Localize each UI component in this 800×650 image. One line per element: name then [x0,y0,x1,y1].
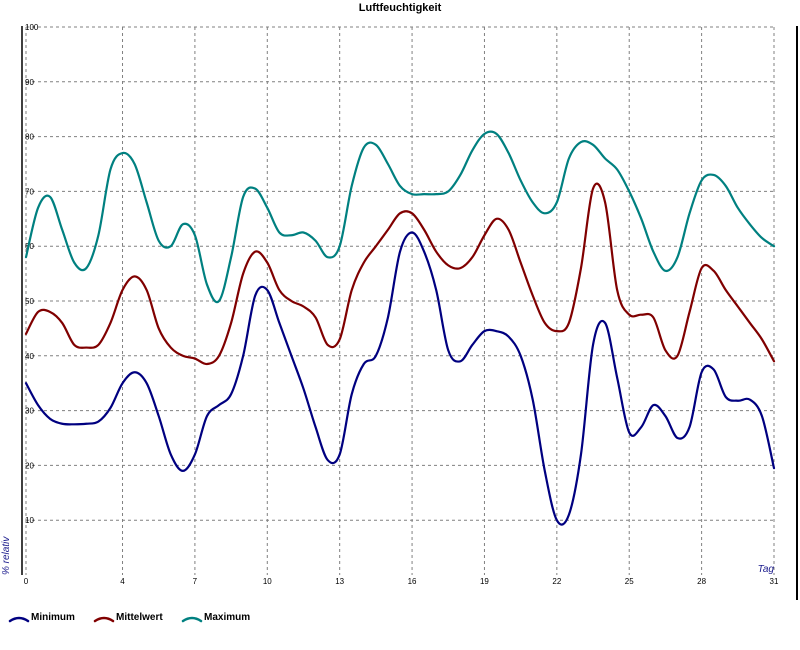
grid [25,26,775,575]
legend-label-maximum: Maximum [204,612,250,623]
legend-swatch-minimum [8,616,30,623]
y-tick-label: 20 [25,461,34,470]
x-axis-label: Tag [758,564,775,575]
legend-label-mittelwert: Mittelwert [116,612,163,623]
y-tick-label: 40 [25,352,34,361]
x-tick-label: 31 [770,577,779,586]
y-tick-label: 70 [25,187,34,196]
x-tick-label: 10 [263,577,272,586]
series-line-maximum [24,130,776,304]
series-lines [24,130,776,526]
x-tick-label: 22 [552,577,561,586]
chart-title: Luftfeuchtigkeit [359,2,442,14]
legend-label-minimum: Minimum [31,612,75,623]
series-line-minimum [24,231,776,526]
y-tick-label: 30 [25,407,34,416]
y-tick-label: 80 [25,133,34,142]
x-tick-label: 28 [697,577,706,586]
x-tick-label: 4 [120,577,125,586]
x-tick-label: 0 [24,577,29,586]
x-tick-label: 25 [625,577,634,586]
y-tick-label: 50 [25,297,34,306]
x-tick-label: 7 [193,577,198,586]
x-tick-label: 13 [335,577,344,586]
legend: Minimum Mittelwert Maximum [8,612,250,623]
tick-labels: 10 20 30 40 50 60 70 80 90 100 0 4 7 10 13 16 19 22 25 28 31 [24,23,779,586]
series-line-mittelwert [24,182,776,366]
legend-swatch-mittelwert [93,616,115,623]
legend-swatch-maximum [181,616,203,623]
x-tick-label: 19 [480,577,489,586]
y-tick-label: 60 [25,242,34,251]
y-tick-label: 90 [25,78,34,87]
x-tick-label: 16 [408,577,417,586]
y-tick-label: 100 [25,23,39,32]
y-tick-label: 10 [25,516,34,525]
y-axis-label: % relativ [1,536,12,575]
